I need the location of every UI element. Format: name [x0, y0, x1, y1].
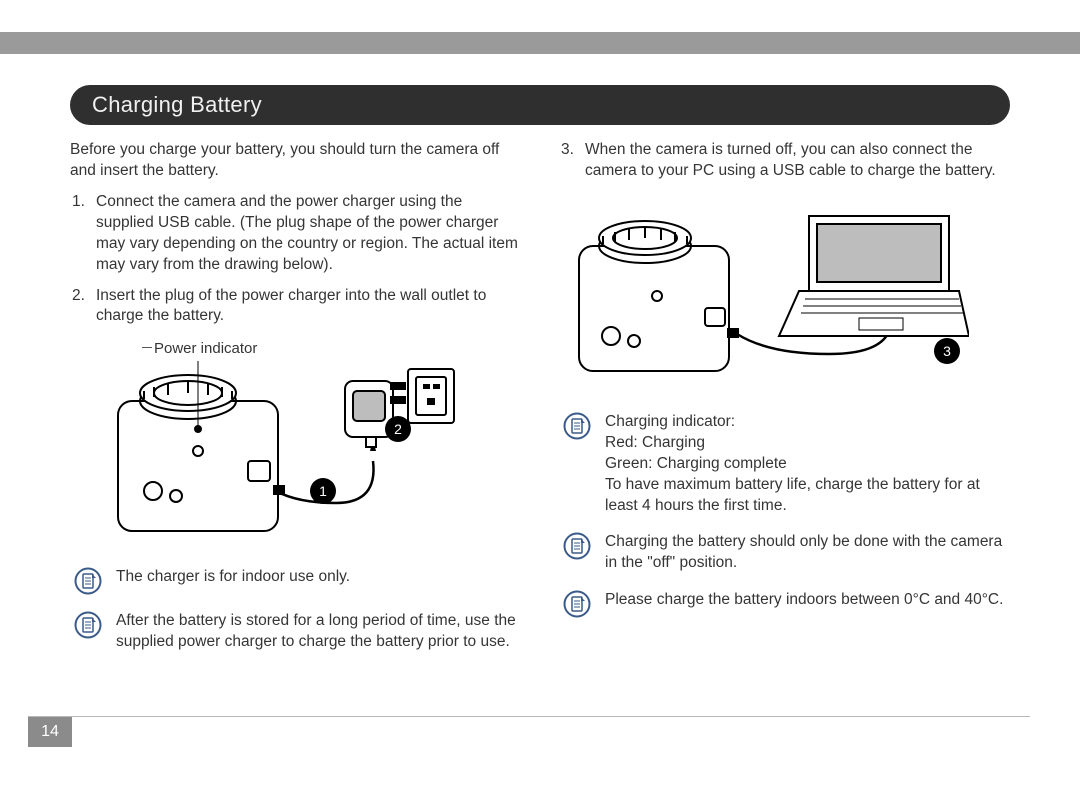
note-row: The charger is for indoor use only. [70, 567, 521, 595]
footer-rule [28, 716, 1030, 717]
diagram-2-svg: 3 [569, 196, 969, 396]
note-text: The charger is for indoor use only. [116, 567, 521, 588]
left-column: Before you charge your battery, you shou… [70, 140, 521, 669]
note-icon [563, 412, 591, 440]
note-text: Charging indicator: Red: Charging Green:… [605, 412, 1010, 517]
note-text: Please charge the battery indoors betwee… [605, 590, 1010, 611]
diagram-charger-outlet: Power indicator [98, 341, 521, 551]
note-icon [74, 567, 102, 595]
note-icon [74, 611, 102, 639]
diagram-camera-laptop: 3 [569, 196, 1010, 396]
steps-list-left: Connect the camera and the power charger… [70, 192, 521, 328]
intro-text: Before you charge your battery, you shou… [70, 140, 521, 182]
callout-3: 3 [943, 343, 951, 359]
content-columns: Before you charge your battery, you shou… [70, 140, 1010, 669]
power-indicator-label: Power indicator [154, 339, 257, 359]
diagram-1-svg: 1 2 [98, 341, 458, 551]
step-3: When the camera is turned off, you can a… [585, 140, 1010, 182]
note-row: Charging indicator: Red: Charging Green:… [559, 412, 1010, 517]
steps-list-right: When the camera is turned off, you can a… [559, 140, 1010, 182]
callout-1: 1 [319, 483, 327, 499]
step-2: Insert the plug of the power charger int… [96, 286, 521, 328]
right-column: When the camera is turned off, you can a… [559, 140, 1010, 669]
page-number: 14 [28, 717, 72, 747]
section-title: Charging Battery [92, 92, 262, 118]
note-row: Please charge the battery indoors betwee… [559, 590, 1010, 618]
note-text: After the battery is stored for a long p… [116, 611, 521, 653]
note-text: Charging the battery should only be done… [605, 532, 1010, 574]
note-icon [563, 532, 591, 560]
section-header: Charging Battery [70, 85, 1010, 125]
note-row: After the battery is stored for a long p… [70, 611, 521, 653]
note-row: Charging the battery should only be done… [559, 532, 1010, 574]
top-gray-bar [0, 32, 1080, 54]
note-icon [563, 590, 591, 618]
step-1: Connect the camera and the power charger… [96, 192, 521, 276]
callout-2: 2 [394, 421, 402, 437]
